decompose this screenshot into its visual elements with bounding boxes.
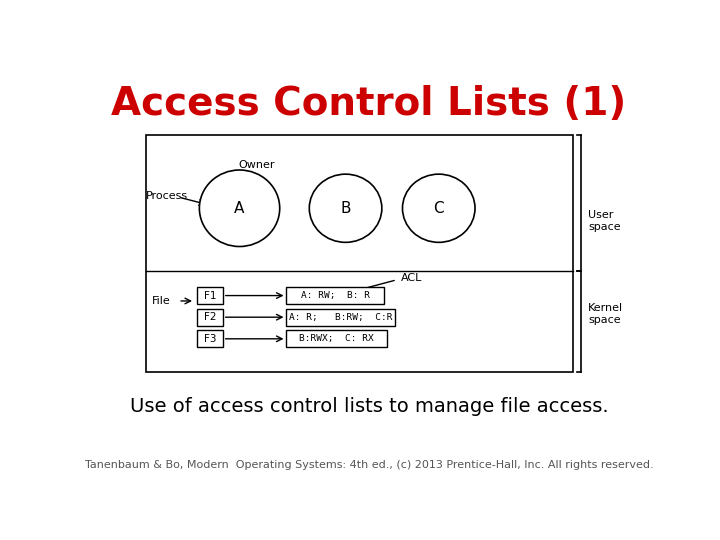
Text: A: A — [234, 201, 245, 216]
Text: B: B — [341, 201, 351, 216]
Text: A: R;   B:RW;  C:R: A: R; B:RW; C:R — [289, 313, 392, 322]
Bar — [197, 309, 222, 326]
Text: F2: F2 — [204, 312, 216, 322]
Bar — [287, 287, 384, 304]
Text: F1: F1 — [204, 291, 216, 301]
Bar — [287, 309, 395, 326]
Text: ACL: ACL — [401, 273, 423, 282]
Ellipse shape — [402, 174, 475, 242]
Bar — [145, 136, 572, 373]
Ellipse shape — [199, 170, 280, 246]
Text: Owner: Owner — [238, 160, 274, 171]
Text: Process: Process — [146, 191, 188, 201]
Text: Access Control Lists (1): Access Control Lists (1) — [112, 85, 626, 123]
Text: User
space: User space — [588, 210, 621, 232]
Bar — [287, 330, 387, 347]
Text: A: RW;  B: R: A: RW; B: R — [301, 291, 370, 300]
Text: File: File — [152, 296, 171, 306]
Text: Use of access control lists to manage file access.: Use of access control lists to manage fi… — [130, 397, 608, 416]
Ellipse shape — [310, 174, 382, 242]
Text: F3: F3 — [204, 334, 216, 344]
Text: C: C — [433, 201, 444, 216]
Text: B:RWX;  C: RX: B:RWX; C: RX — [300, 334, 374, 343]
Text: Tanenbaum & Bo, Modern  Operating Systems: 4th ed., (c) 2013 Prentice-Hall, Inc.: Tanenbaum & Bo, Modern Operating Systems… — [85, 460, 653, 470]
Text: Kernel
space: Kernel space — [588, 303, 624, 325]
Bar — [197, 287, 222, 304]
Bar — [197, 330, 222, 347]
